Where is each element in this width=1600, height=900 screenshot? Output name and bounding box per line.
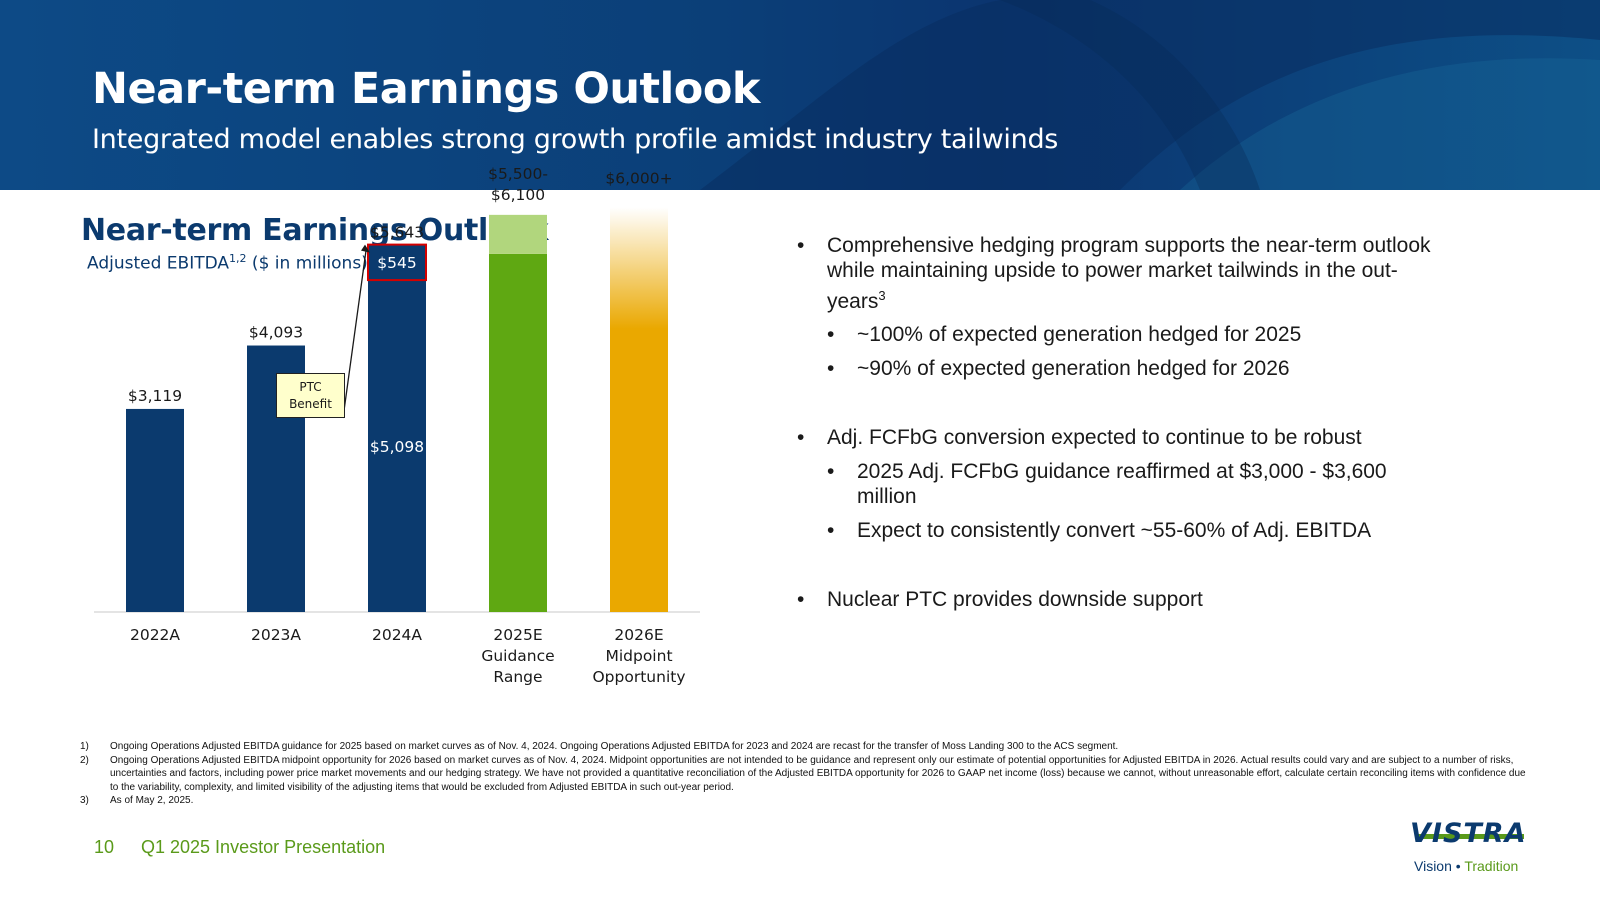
subtitle-main-text: Adjusted EBITDA <box>87 253 230 274</box>
bullet-dot-icon: • <box>827 357 835 380</box>
bar-2022a-value-label: $3,119 <box>128 387 182 405</box>
sub-bullet-item: • 2025 Adj. FCFbG guidance reaffirmed at … <box>827 459 1437 509</box>
category-label-2-1: 2023A <box>251 626 301 644</box>
bullet-item: • Nuclear PTC provides downside support <box>797 587 1437 612</box>
bar-2025e-range <box>489 214 547 254</box>
subtitle-units-text: ($ in millions) <box>246 253 368 274</box>
footnote-text: Ongoing Operations Adjusted EBITDA midpo… <box>110 754 1526 793</box>
logo-tagline: Vision • Tradition <box>1414 858 1518 874</box>
bar-2026e <box>610 207 668 613</box>
logo-wordmark: VISTRA <box>1410 818 1527 849</box>
header-swoosh-graphic <box>700 0 1600 190</box>
footnote-text: Ongoing Operations Adjusted EBITDA guida… <box>110 741 1119 752</box>
bar-2025e-low <box>489 253 547 612</box>
bullet-text: ~100% of expected generation hedged for … <box>857 323 1302 346</box>
vistra-logo: VISTRA Vision • Tradition <box>1410 818 1530 878</box>
logo-tag-vision: Vision <box>1414 858 1452 874</box>
footnote-number: 2) <box>80 754 89 766</box>
footnote: 2) Ongoing Operations Adjusted EBITDA mid… <box>80 754 1530 795</box>
bullet-text: Comprehensive hedging program supports t… <box>827 234 1431 313</box>
logo-tag-tradition: Tradition <box>1464 858 1519 874</box>
footnote: 3) As of May 2, 2025. <box>80 794 1530 808</box>
chart-section-subtitle: Adjusted EBITDA1,2 ($ in millions) <box>87 252 368 274</box>
subtitle-footnote-ref: 1,2 <box>229 252 247 265</box>
presentation-name: Q1 2025 Investor Presentation <box>141 837 386 857</box>
bullet-dot-icon: • <box>797 588 805 611</box>
ebitda-bar-chart: $3,119 2022A $4,093 2023A $5,098 $545 $5,643 20… <box>94 165 700 686</box>
bullet-item: • Adj. FCFbG conversion expected to conti… <box>797 425 1437 450</box>
bullet-text: 2025 Adj. FCFbG guidance reaffirmed at $… <box>857 460 1387 508</box>
bar-2023a-value-label: $4,093 <box>249 324 303 342</box>
ptc-callout-arrow <box>342 250 367 419</box>
bar-2025e-value-label-2: $6,100 <box>491 186 545 204</box>
sub-bullet-item: • Expect to consistently convert ~55-60% … <box>827 518 1437 543</box>
ptc-callout-arrowhead <box>361 244 370 253</box>
bullet-dot-icon: • <box>797 426 805 449</box>
bullet-text: Nuclear PTC provides downside support <box>827 588 1203 611</box>
bullet-item: • Comprehensive hedging program supports … <box>797 233 1437 314</box>
slide-subtitle: Integrated model enables strong growth p… <box>92 124 1059 155</box>
bullet-text: Expect to consistently convert ~55-60% o… <box>857 519 1372 542</box>
bullet-text: Adj. FCFbG conversion expected to contin… <box>827 426 1362 449</box>
header-banner: Near-term Earnings Outlook Integrated mo… <box>0 0 1600 190</box>
category-label-4-1: 2025E <box>493 626 542 644</box>
category-label-5-2: Midpoint <box>605 647 672 665</box>
bar-2025e-value-label-1: $5,500- <box>488 165 548 183</box>
sub-bullet-item: • ~90% of expected generation hedged for … <box>827 356 1437 381</box>
bullet-dot-icon: • <box>797 234 805 257</box>
bullet-dot-icon: • <box>827 519 835 542</box>
page-number: 10 <box>94 837 115 857</box>
ptc-benefit-callout: PTC Benefit <box>276 373 345 418</box>
bar-2024a-base-label: $5,098 <box>370 438 424 456</box>
bar-2024a-base <box>368 280 426 612</box>
ptc-callout-line-2: Benefit <box>289 397 332 411</box>
category-label-4-2: Guidance <box>481 647 554 665</box>
sub-bullet-item: • ~100% of expected generation hedged for… <box>827 322 1437 347</box>
chart-section-title: Near-term Earnings Outlook <box>81 213 549 248</box>
bullet-text: ~90% of expected generation hedged for 2… <box>857 357 1290 380</box>
bullet-footnote-ref: 3 <box>878 288 886 303</box>
bullet-dot-icon: • <box>827 323 835 346</box>
bullet-dot-icon: • <box>827 460 835 483</box>
category-label-1-1: 2022A <box>130 626 180 644</box>
logo-tag-separator: • <box>1451 858 1465 874</box>
bar-2026e-value-label: $6,000+ <box>605 169 672 187</box>
bar-2024a-ptc-label: $545 <box>377 254 416 272</box>
category-label-3-1: 2024A <box>372 626 422 644</box>
bar-2024a-ptc-segment <box>367 243 427 282</box>
bar-2022a <box>126 408 184 612</box>
category-label-5-3: Opportunity <box>592 668 685 686</box>
footnote-number: 3) <box>80 795 89 806</box>
footnote-text: As of May 2, 2025. <box>110 795 194 806</box>
footnote-number: 1) <box>80 741 89 752</box>
slide-title: Near-term Earnings Outlook <box>92 64 760 114</box>
category-label-5-1: 2026E <box>614 626 663 644</box>
category-label-4-3: Range <box>493 668 542 686</box>
logo-green-stripe <box>1416 834 1524 839</box>
bar-2024a-total-label: $5,643 <box>370 224 424 242</box>
footnote: 1) Ongoing Operations Adjusted EBITDA gui… <box>80 740 1530 754</box>
ptc-callout-line-1: PTC <box>299 380 322 394</box>
footnotes: 1) Ongoing Operations Adjusted EBITDA gui… <box>80 740 1530 808</box>
